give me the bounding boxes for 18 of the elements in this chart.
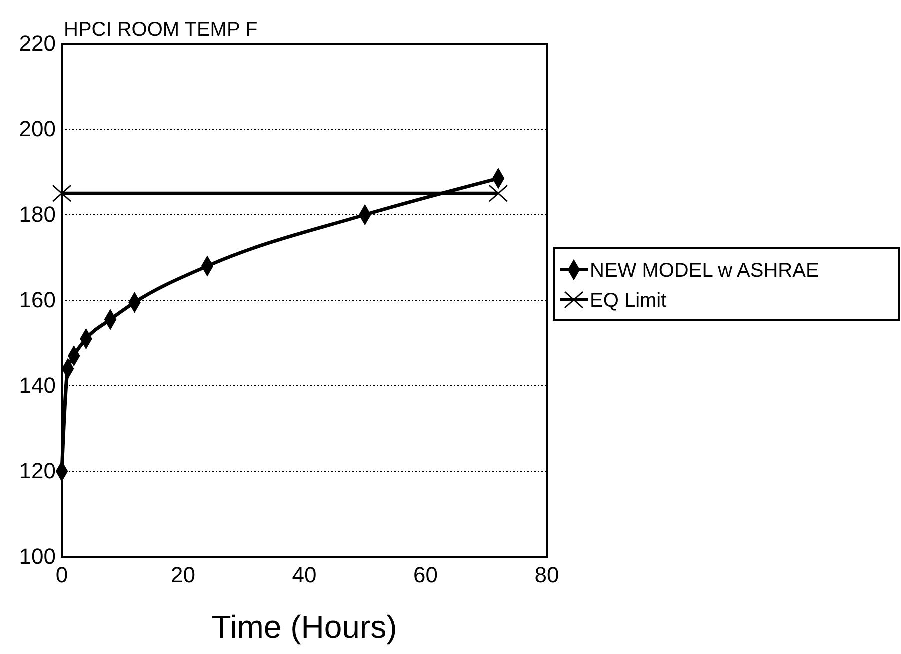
x-axis-title: Time (Hours) xyxy=(212,609,398,645)
y-tick-label: 180 xyxy=(19,202,56,228)
y-tick-label: 200 xyxy=(19,116,56,142)
x-tick-label: 0 xyxy=(56,562,68,588)
y-tick-label: 220 xyxy=(19,31,56,56)
point xyxy=(52,184,72,202)
x-tick-label: 40 xyxy=(292,562,317,588)
y-tick-label: 100 xyxy=(19,544,56,570)
legend-label: NEW MODEL w ASHRAE xyxy=(590,260,820,282)
chart-title: HPCI ROOM TEMP F xyxy=(64,19,258,41)
x-tick-label: 20 xyxy=(171,562,196,588)
point xyxy=(488,184,508,202)
y-tick-label: 120 xyxy=(19,458,56,484)
x-tick-label: 60 xyxy=(414,562,438,588)
legend-label: EQ Limit xyxy=(590,290,668,312)
y-tick-label: 160 xyxy=(19,288,56,313)
x-tick-label: 80 xyxy=(534,562,560,588)
y-tick-label: 140 xyxy=(19,373,56,398)
